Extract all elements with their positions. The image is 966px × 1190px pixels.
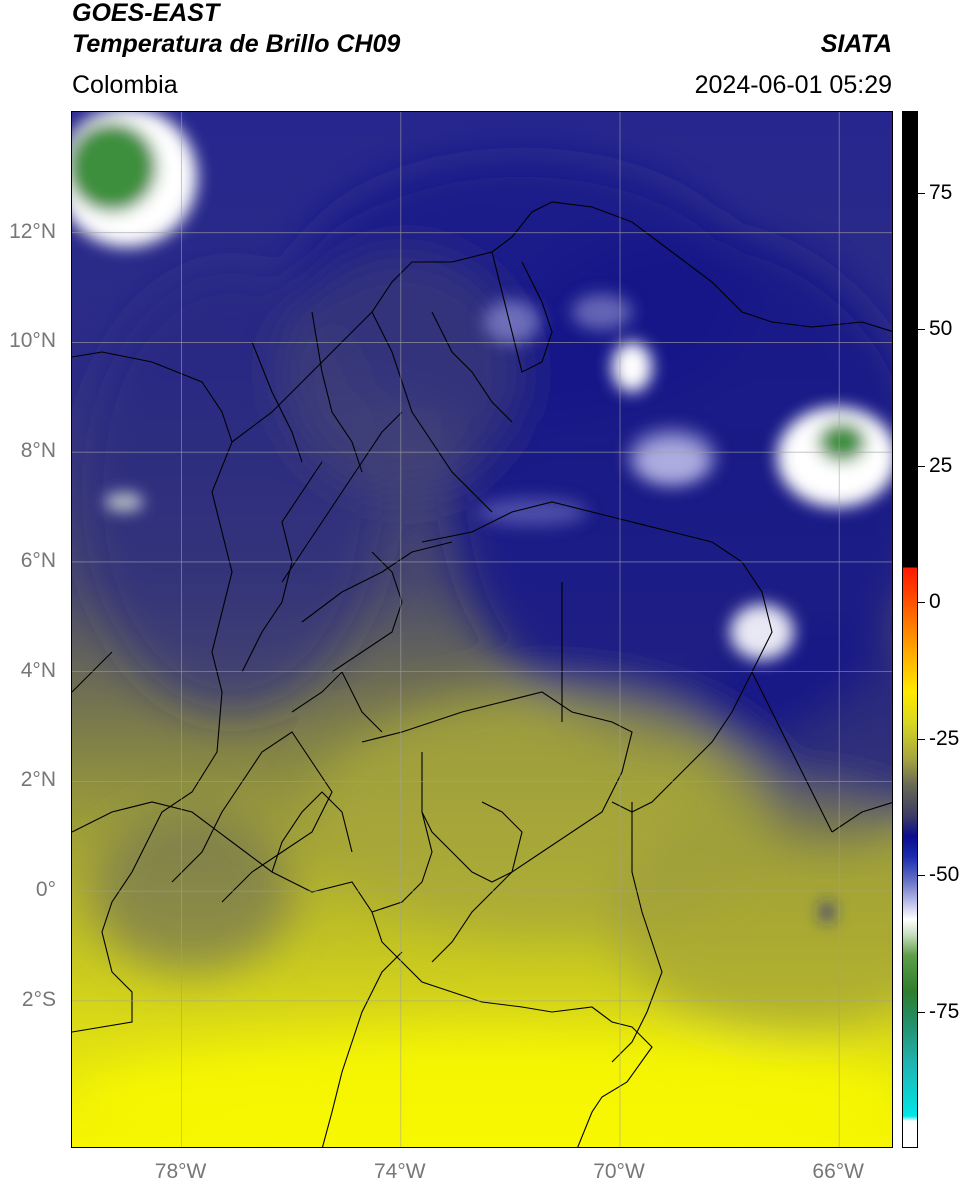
lat-tick-label: 2°N: [20, 768, 56, 792]
lat-tick-label: 12°N: [9, 219, 56, 243]
cold-cloud-tops: [72, 112, 892, 922]
temperature-colorbar: [902, 111, 918, 1148]
lat-tick-label: 0°: [35, 878, 56, 902]
organization-label: SIATA: [820, 30, 892, 58]
colorbar-tick: [917, 738, 925, 740]
lon-tick-label: 74°W: [374, 1160, 426, 1183]
lon-tick-label: 70°W: [593, 1160, 645, 1183]
lat-tick-label: 6°N: [20, 548, 56, 572]
datetime-label: 2024-06-01 05:29: [694, 71, 892, 99]
map-canvas: [72, 112, 892, 1147]
colorbar-tick-label: 75: [929, 180, 953, 204]
lat-tick-label: 10°N: [9, 329, 56, 353]
colorbar-tick: [917, 192, 925, 194]
colorbar-tick-label: 50: [929, 317, 953, 341]
colorbar-tick-label: 0: [929, 590, 941, 614]
colorbar-tick-label: 25: [929, 453, 953, 477]
lat-tick-label: 8°N: [20, 439, 56, 463]
lon-tick-label: 66°W: [812, 1160, 864, 1183]
colorbar-tick: [917, 465, 925, 467]
product-title: Temperatura de Brillo CH09: [72, 30, 401, 58]
lat-tick-label: 4°N: [20, 658, 56, 682]
lat-tick-label: 2°S: [21, 987, 56, 1011]
lon-tick-label: 78°W: [154, 1160, 207, 1183]
colorbar-tick-label: -75: [929, 999, 960, 1023]
gridlines: [72, 112, 892, 1147]
satellite-title: GOES-EAST: [72, 0, 220, 27]
colorbar-tick: [917, 602, 925, 604]
title-block: GOES-EAST Temperatura de Brillo CH09: [72, 0, 400, 60]
colorbar-tick: [917, 1011, 925, 1013]
colorbar-tick-label: -25: [929, 726, 960, 750]
satellite-map: [71, 111, 893, 1148]
borders: [72, 201, 892, 1147]
colorbar-tick-label: -50: [929, 863, 960, 887]
colorbar-tick: [917, 329, 925, 331]
region-label: Colombia: [72, 71, 178, 99]
colorbar-tick: [917, 875, 925, 877]
